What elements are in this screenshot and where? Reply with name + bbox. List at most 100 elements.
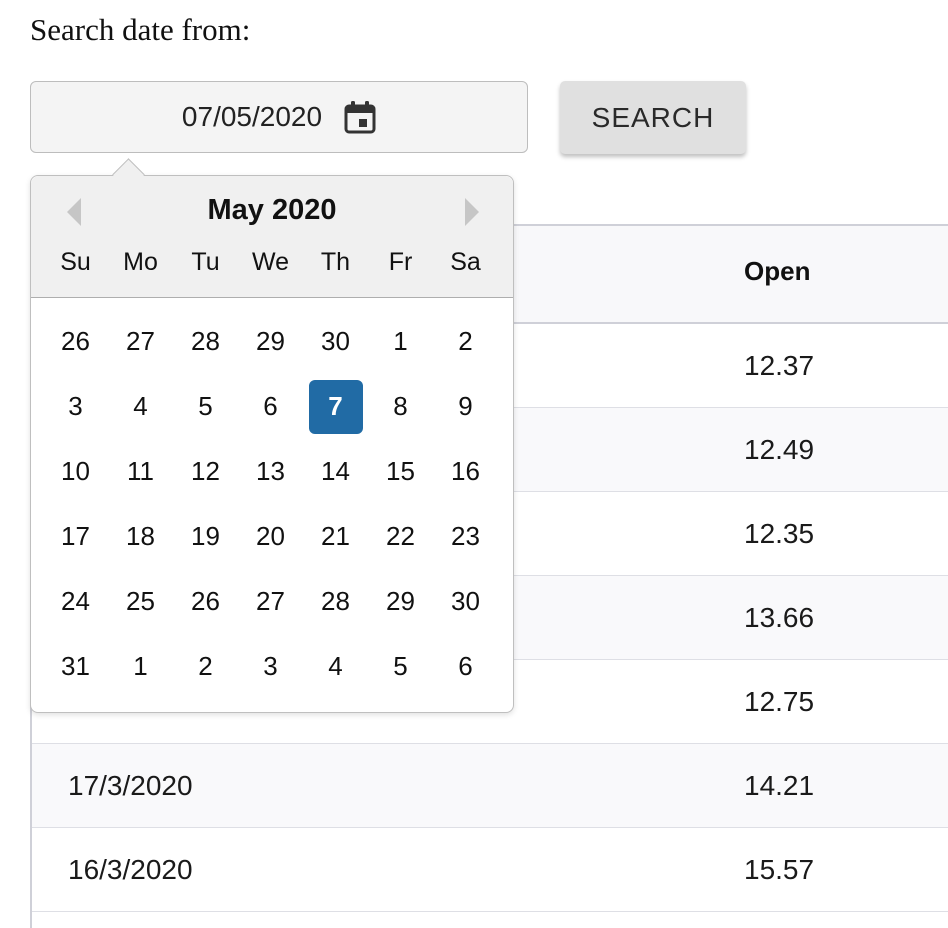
day-cell[interactable]: 12: [173, 439, 238, 504]
day-number: 12: [191, 456, 220, 486]
prev-month-button[interactable]: [61, 196, 89, 228]
calendar-icon[interactable]: [344, 100, 376, 134]
day-number: 20: [256, 521, 285, 551]
chevron-left-icon: [67, 198, 81, 226]
day-number: 3: [68, 391, 83, 421]
week-row: 26 27 28 29 30 1 2: [43, 309, 498, 374]
search-button[interactable]: SEARCH: [560, 81, 746, 154]
day-cell[interactable]: 20: [238, 504, 303, 569]
day-cell[interactable]: 18: [108, 504, 173, 569]
day-number: 6: [458, 651, 473, 681]
day-cell[interactable]: 1: [368, 309, 433, 374]
day-number: 11: [127, 456, 154, 486]
chevron-right-icon: [465, 198, 479, 226]
day-cell-selected[interactable]: 7: [303, 374, 368, 439]
day-cell[interactable]: 17: [43, 504, 108, 569]
day-number: 10: [61, 456, 90, 486]
day-cell[interactable]: 27: [108, 309, 173, 374]
day-cell[interactable]: 1: [108, 634, 173, 699]
day-number: 27: [256, 586, 285, 616]
day-cell[interactable]: 29: [368, 569, 433, 634]
day-cell[interactable]: 9: [433, 374, 498, 439]
day-number: 5: [393, 651, 408, 681]
day-cell[interactable]: 21: [303, 504, 368, 569]
day-cell[interactable]: 10: [43, 439, 108, 504]
day-cell[interactable]: 6: [433, 634, 498, 699]
day-cell[interactable]: 6: [238, 374, 303, 439]
day-number: 26: [191, 586, 220, 616]
date-input[interactable]: 07/05/2020: [30, 81, 528, 153]
day-cell[interactable]: 4: [108, 374, 173, 439]
cell-open: 12.49: [744, 434, 815, 465]
day-cell[interactable]: 26: [43, 309, 108, 374]
day-cell[interactable]: 24: [43, 569, 108, 634]
day-number: 1: [393, 326, 408, 356]
datepicker-header: May 2020 Su Mo Tu We Th Fr Sa: [31, 176, 513, 298]
day-cell[interactable]: 5: [368, 634, 433, 699]
day-cell[interactable]: 30: [433, 569, 498, 634]
day-cell[interactable]: 3: [43, 374, 108, 439]
cell-open: 15.57: [744, 854, 815, 885]
day-number: 13: [256, 456, 285, 486]
weekday-label: Sa: [450, 248, 481, 276]
day-cell[interactable]: 31: [43, 634, 108, 699]
cell-date: 17/3/2020: [68, 770, 193, 801]
week-row: 24 25 26 27 28 29 30: [43, 569, 498, 634]
day-cell[interactable]: 5: [173, 374, 238, 439]
cell-open: 13.66: [744, 602, 815, 633]
day-cell[interactable]: 8: [368, 374, 433, 439]
day-cell[interactable]: 2: [433, 309, 498, 374]
day-number: 28: [321, 586, 350, 616]
search-label: Search date from:: [30, 12, 251, 47]
next-month-button[interactable]: [457, 196, 485, 228]
day-cell[interactable]: 25: [108, 569, 173, 634]
day-number: 29: [386, 586, 415, 616]
day-number: 25: [126, 586, 155, 616]
day-cell[interactable]: 16: [433, 439, 498, 504]
day-cell[interactable]: 3: [238, 634, 303, 699]
day-number: 28: [191, 326, 220, 356]
day-number: 29: [256, 326, 285, 356]
day-cell[interactable]: 15: [368, 439, 433, 504]
day-cell[interactable]: 2: [173, 634, 238, 699]
day-number: 15: [386, 456, 415, 486]
weekday-label: We: [251, 248, 290, 276]
day-number: 17: [61, 521, 90, 551]
day-number: 27: [126, 326, 155, 356]
day-number: 16: [451, 456, 480, 486]
column-header-open: Open: [744, 256, 811, 286]
day-cell[interactable]: 14: [303, 439, 368, 504]
day-cell[interactable]: 11: [108, 439, 173, 504]
day-cell[interactable]: 22: [368, 504, 433, 569]
cell-open: 12.75: [744, 686, 815, 717]
day-number: 5: [198, 391, 213, 421]
day-cell[interactable]: 26: [173, 569, 238, 634]
day-cell[interactable]: 27: [238, 569, 303, 634]
day-cell[interactable]: 29: [238, 309, 303, 374]
day-number: 26: [61, 326, 90, 356]
datepicker-popup: May 2020 Su Mo Tu We Th Fr Sa 26 27 28 29 30…: [30, 158, 514, 713]
table-row: 16/3/2020 15.57: [32, 828, 948, 912]
day-cell[interactable]: 28: [303, 569, 368, 634]
cell-open: 12.35: [744, 518, 815, 549]
day-grid: 26 27 28 29 30 1 2 3 4 5 6 7 8 9 10 11 12 13 14 15 16 17 18 19 2…: [43, 309, 498, 699]
weekday-label: Tu: [191, 248, 220, 276]
day-number: 31: [61, 651, 90, 681]
month-title: May 2020: [207, 194, 337, 226]
weekday-label: Mo: [123, 248, 158, 276]
day-cell[interactable]: 19: [173, 504, 238, 569]
day-number: 19: [191, 521, 220, 551]
day-cell[interactable]: 23: [433, 504, 498, 569]
day-number: 4: [328, 651, 343, 681]
day-cell[interactable]: 13: [238, 439, 303, 504]
day-cell[interactable]: 30: [303, 309, 368, 374]
day-cell[interactable]: 28: [173, 309, 238, 374]
day-number: 4: [133, 391, 148, 421]
cell-open: 14.21: [744, 770, 815, 801]
day-cell[interactable]: 4: [303, 634, 368, 699]
week-row: 10 11 12 13 14 15 16: [43, 439, 498, 504]
weekday-row: Su Mo Tu We Th Fr Sa: [43, 248, 498, 277]
day-number: 1: [133, 651, 148, 681]
day-number: 6: [263, 391, 278, 421]
